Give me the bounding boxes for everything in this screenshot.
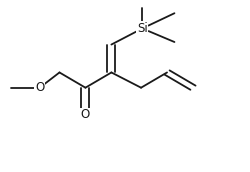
Text: O: O: [35, 81, 44, 94]
Text: O: O: [81, 108, 90, 121]
Text: Si: Si: [137, 22, 148, 35]
